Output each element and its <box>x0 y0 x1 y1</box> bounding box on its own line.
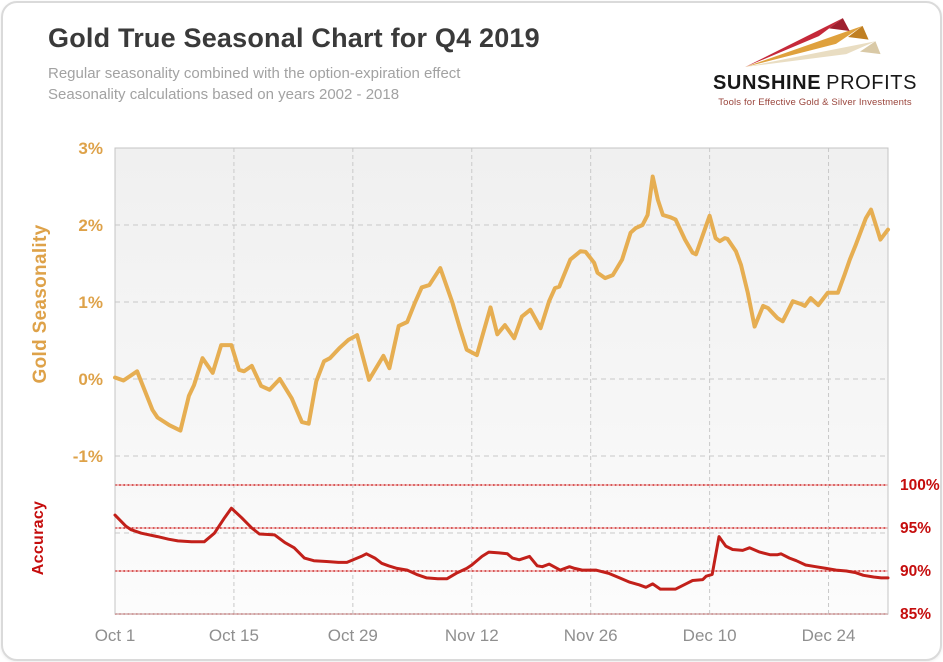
subtitle-line-2: Seasonality calculations based on years … <box>48 86 400 103</box>
subtitle-line-1: Regular seasonality combined with the op… <box>48 65 461 82</box>
right-axis-tick-label: 95% <box>900 520 931 537</box>
logo-tagline: Tools for Effective Gold & Silver Invest… <box>718 97 912 108</box>
logo-arrows-icon <box>745 18 881 67</box>
plot-svg: 3% 2% 1% 0% -1% 100% 95% 90% 85% Oct 1 Oct 15 Oct 2… <box>73 139 940 645</box>
right-axis-tick-label: 90% <box>900 563 931 580</box>
logo-name-light: PROFITS <box>826 72 918 94</box>
chart-header: Gold True Seasonal Chart for Q4 2019 Reg… <box>48 23 540 105</box>
x-axis-label: Nov 12 <box>445 626 499 645</box>
left-axis-tick-label: 2% <box>78 216 103 235</box>
right-axis-title: Accuracy <box>30 500 47 576</box>
left-axis-tick-label: 1% <box>78 293 103 312</box>
right-axis-tick-label: 85% <box>900 606 931 623</box>
x-axis-label: Oct 29 <box>328 626 378 645</box>
x-axis-label: Nov 26 <box>564 626 618 645</box>
page-title: Gold True Seasonal Chart for Q4 2019 <box>48 23 540 53</box>
x-axis-label: Oct 15 <box>209 626 259 645</box>
accuracy-line <box>113 506 890 591</box>
logo: SUNSHINE PROFITS Tools for Effective Gold… <box>710 15 920 108</box>
left-axis-tick-label: -1% <box>73 447 103 466</box>
x-axis-label: Dec 10 <box>683 626 737 645</box>
plot-border <box>114 147 889 615</box>
x-axis-label: Oct 1 <box>95 626 136 645</box>
logo-name: SUNSHINE PROFITS <box>710 72 920 95</box>
right-axis-tick-label: 100% <box>900 477 940 494</box>
left-axis-tick-label: 0% <box>78 370 103 389</box>
left-axis-title: Gold Seasonality <box>30 224 51 384</box>
left-axis-tick-label: 3% <box>78 139 103 158</box>
logo-name-bold: SUNSHINE <box>712 72 822 94</box>
gold-seasonality-line <box>113 174 890 433</box>
x-axis-label: Dec 24 <box>802 626 856 645</box>
plot-background <box>115 148 888 614</box>
